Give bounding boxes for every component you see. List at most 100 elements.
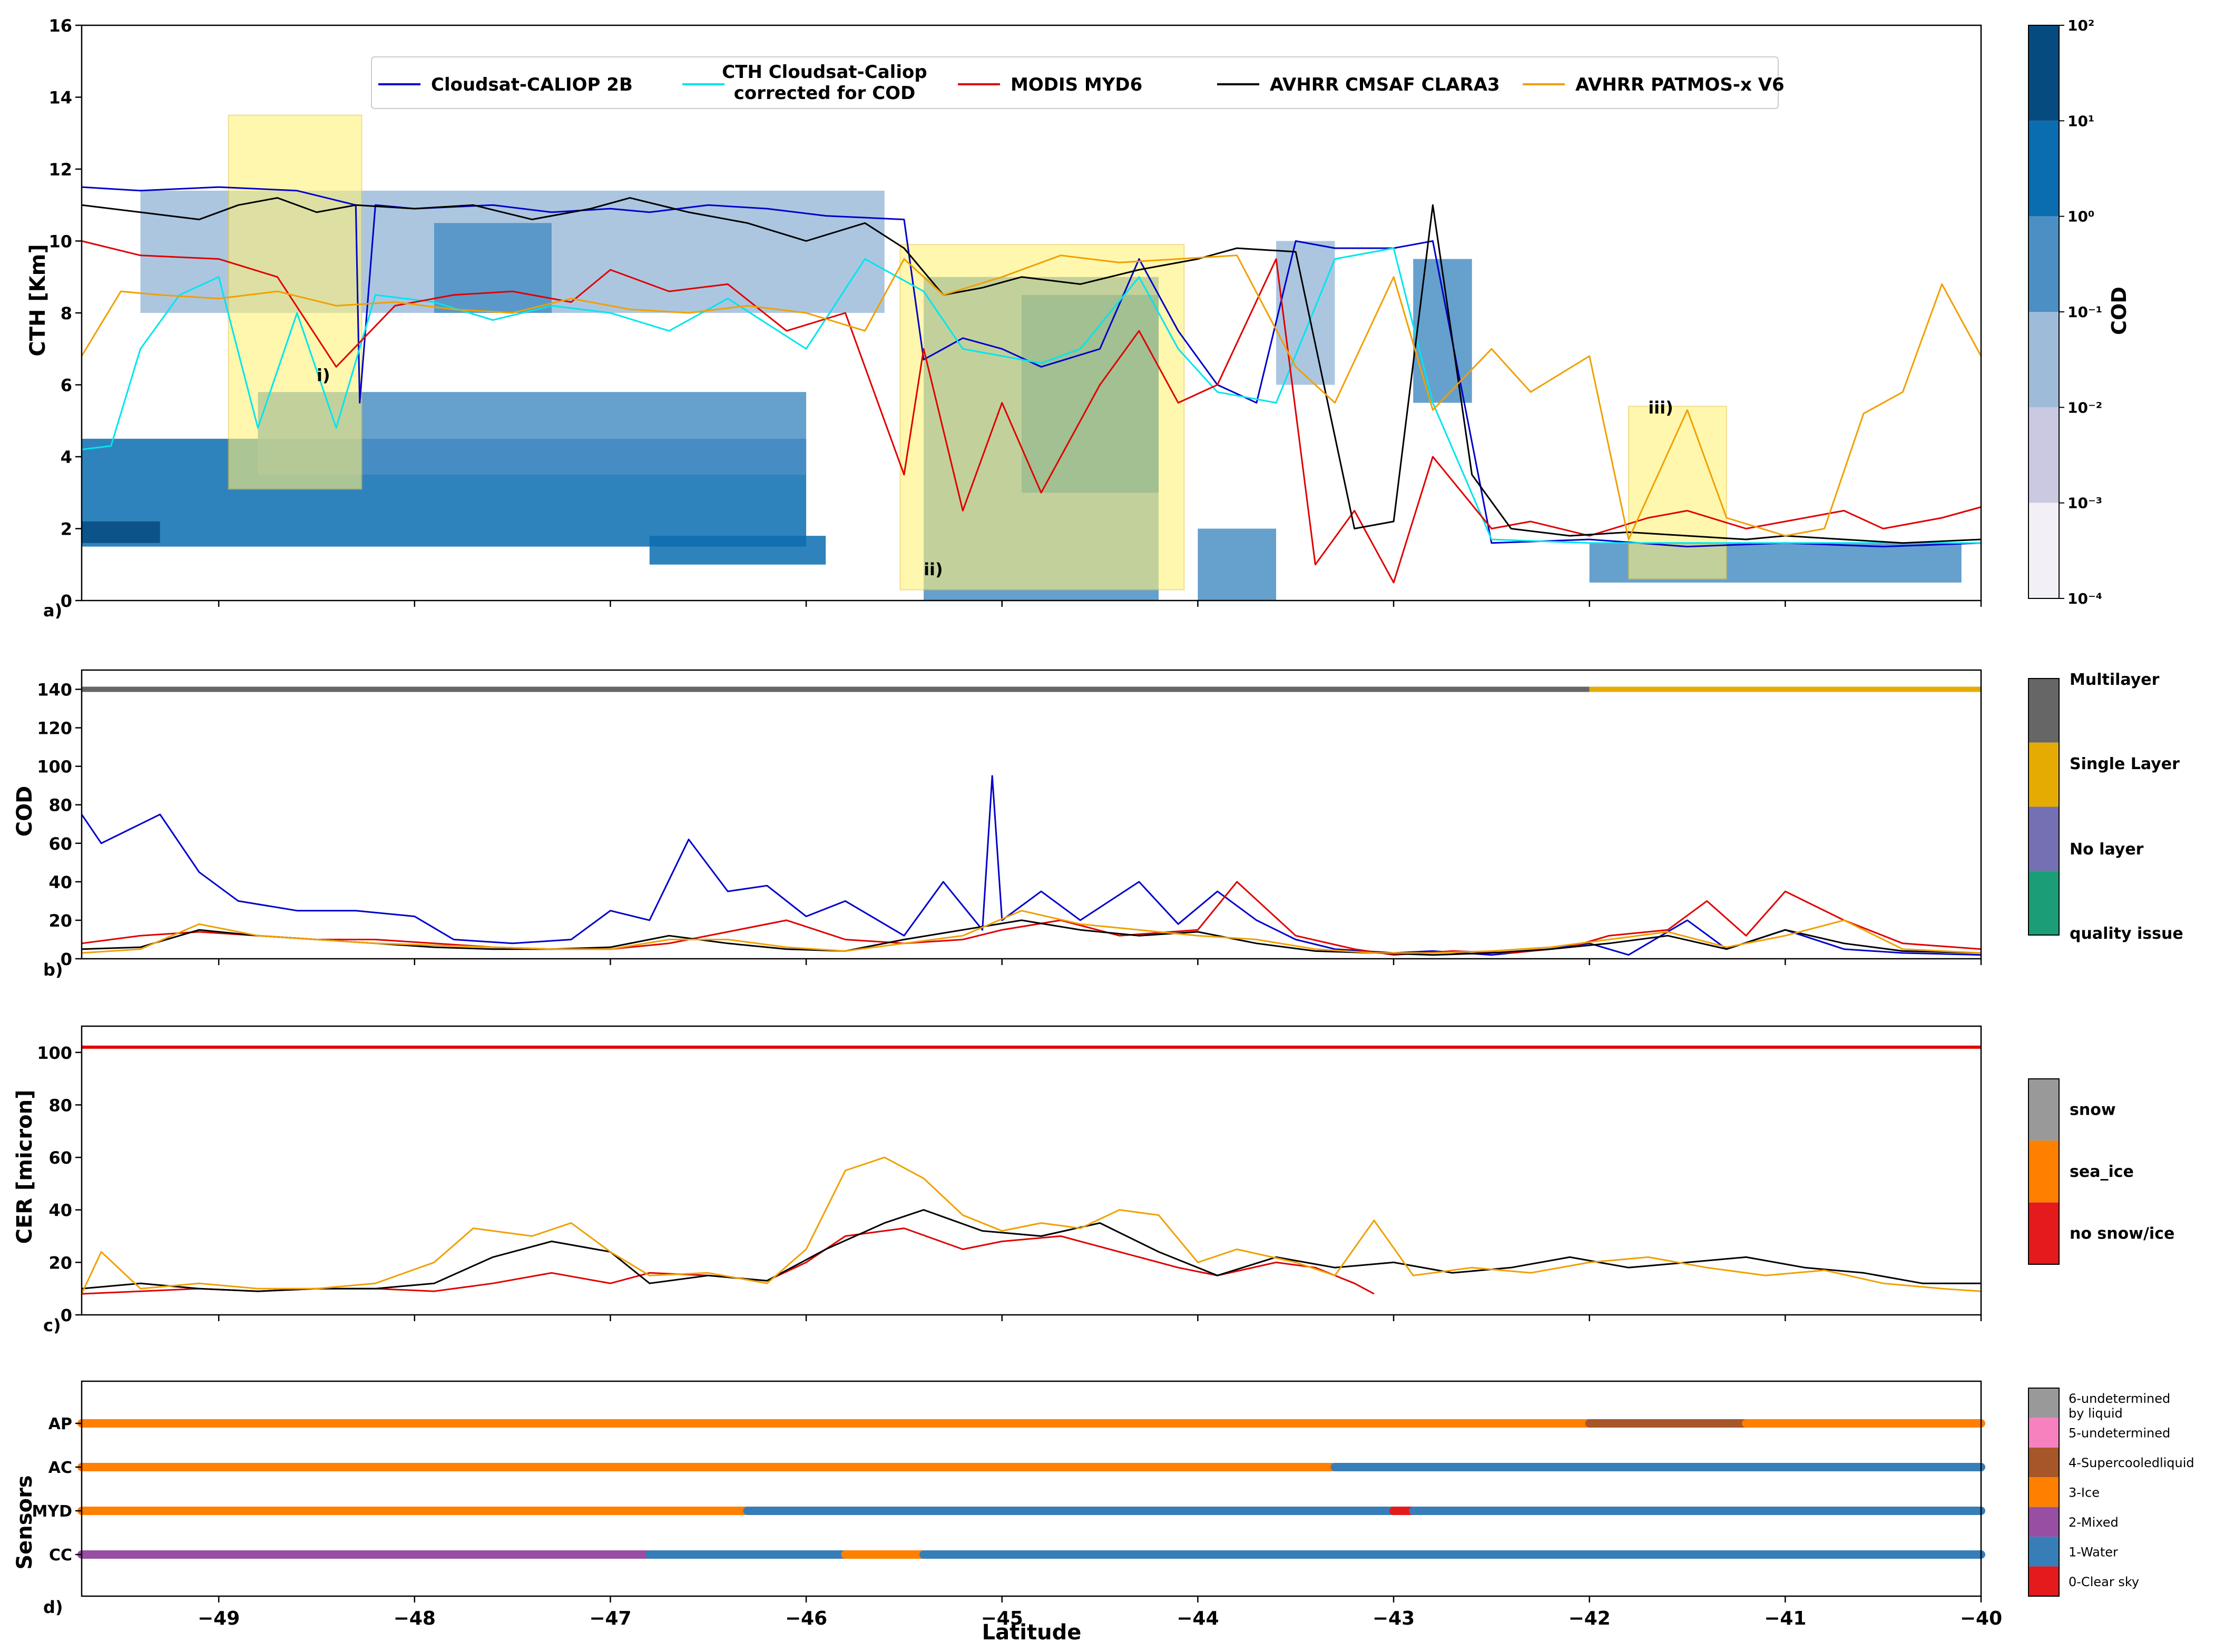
y-tick-label: 16 [48, 16, 72, 36]
cod-colorbar-tick-label: 10⁻³ [2067, 495, 2102, 512]
x-tick-label: −46 [785, 1608, 827, 1629]
y-tick-label: 10 [48, 232, 72, 252]
y-tick-label: 80 [48, 1095, 72, 1115]
panel-d-tag: d) [43, 1597, 63, 1617]
surface-colorbar-label: sea_ice [2070, 1163, 2134, 1181]
y-tick-label: 0 [61, 591, 72, 611]
cod-colorbar-segment [2028, 407, 2059, 503]
panel-c-tag: c) [43, 1315, 61, 1335]
y-tick-label: 80 [48, 795, 72, 815]
x-tick-label: −45 [981, 1608, 1023, 1629]
panel-b-ylabel: COD [13, 786, 37, 837]
x-tick-label: −48 [394, 1608, 436, 1629]
phase-colorbar-segment [2028, 1447, 2059, 1478]
phase-colorbar-label: 6-undetermined [2069, 1391, 2170, 1406]
legend-label: AVHRR CMSAF CLARA3 [1270, 74, 1500, 95]
cod-colorbar-tick-label: 10⁻⁴ [2067, 590, 2102, 607]
annotation-label: ii) [924, 559, 943, 579]
panel-d-sensors: AP AC MYD CC −49 −48 −47 −46 −45 −44 −43 −42 −41 −40 [32, 1380, 2002, 1629]
layer-colorbar-label: No layer [2070, 840, 2144, 859]
highlight-box [1628, 406, 1727, 580]
phase-colorbar-segment [2028, 1418, 2059, 1448]
legend-label: corrected for COD [734, 83, 916, 104]
panel-b-frame [81, 669, 1982, 960]
panel-d-frame [81, 1380, 1982, 1597]
cod-colorbar-tick-label: 10⁻² [2067, 399, 2102, 416]
panel-b-cod: 0 20 40 60 80 100 120 140 [37, 669, 1982, 969]
x-tick-label: −40 [1960, 1608, 2002, 1629]
phase-colorbar-label: 3-Ice [2069, 1486, 2100, 1500]
panel-c-cer: 0 20 40 60 80 100 [37, 1025, 1982, 1325]
series-line-modis-myd6 [81, 240, 1982, 584]
y-tick-label: 60 [48, 1148, 72, 1168]
legend-label: MODIS MYD6 [1011, 74, 1142, 95]
highlight-box [899, 244, 1185, 591]
phase-colorbar-label: 5-undetermined [2069, 1426, 2170, 1441]
phase-colorbar-segment [2028, 1566, 2059, 1596]
x-tick-label: −41 [1764, 1608, 1806, 1629]
sensor-row-label: MYD [32, 1502, 72, 1521]
panel-c-frame [81, 1025, 1982, 1316]
series-line-cth-cloudsat-caliop-corrected-for-cod [81, 247, 1981, 544]
layer-strip-multilayer [82, 686, 1590, 692]
cod-shading [434, 223, 552, 313]
x-tick-label: −43 [1373, 1608, 1415, 1629]
y-tick-label: 0 [61, 1305, 72, 1325]
surface-colorbar-segment [2028, 1140, 2059, 1203]
phase-colorbar-segment [2028, 1388, 2059, 1418]
sensor-row-label: CC [49, 1546, 72, 1565]
x-tick-label: −44 [1177, 1608, 1219, 1629]
cod-colorbar-segment [2028, 216, 2059, 312]
y-tick-label: 14 [48, 88, 72, 108]
y-tick-label: 140 [37, 680, 72, 700]
y-tick-label: 12 [48, 160, 72, 180]
cod-shading [1276, 241, 1335, 385]
y-tick-label: 40 [48, 872, 72, 892]
annotation-label: iii) [1648, 398, 1673, 418]
sensor-row-label: AP [48, 1415, 72, 1433]
series-line-avhrr-cmsaf-clara3 [81, 197, 1982, 544]
legend-label: AVHRR PATMOS-x V6 [1575, 74, 1785, 95]
cod-colorbar-tick-label: 10² [2067, 17, 2094, 34]
cod-colorbar-label: COD [2108, 287, 2131, 335]
series-line-modis-myd6 [81, 881, 1982, 956]
y-tick-label: 20 [48, 911, 72, 931]
surface-colorbar-label: no snow/ice [2070, 1224, 2174, 1243]
x-tick-label: −49 [198, 1608, 240, 1629]
panel-c-ylabel: CER [micron] [13, 1090, 37, 1244]
series-line-avhrr-patmos-x-v6 [81, 910, 1982, 954]
y-tick-label: 2 [61, 519, 72, 539]
cod-colorbar-tick-label: 10¹ [2067, 112, 2094, 130]
surface-colorbar-label: snow [2070, 1101, 2116, 1119]
phase-colorbar-frame [2028, 1388, 2060, 1597]
layer-colorbar-label: Multilayer [2070, 671, 2160, 689]
cod-shading [1413, 259, 1472, 403]
layer-colorbar-segment [2028, 871, 2059, 935]
phase-colorbar-label: 4-Supercooledliquid [2069, 1456, 2194, 1470]
layer-colorbar-segment [2028, 678, 2059, 743]
phase-colorbar-segment [2028, 1507, 2059, 1537]
annotation-label: i) [317, 366, 330, 386]
surface-colorbar-segment [2028, 1202, 2059, 1264]
phase-colorbar-label: 2-Mixed [2069, 1515, 2119, 1530]
y-tick-label: 20 [48, 1253, 72, 1273]
cod-colorbar-segment [2028, 25, 2059, 121]
cod-colorbar-segment [2028, 503, 2059, 598]
phase-colorbar-label-extra: by liquid [2069, 1406, 2123, 1421]
x-tick-label: −42 [1569, 1608, 1611, 1629]
x-axis-label: Latitude [982, 1620, 1082, 1645]
phase-colorbar-segment [2028, 1477, 2059, 1507]
panel-a-tag: a) [43, 601, 62, 621]
series-line-avhrr-patmos-x-v6 [81, 254, 1982, 540]
panel-d-ylabel: Sensors [13, 1475, 37, 1569]
phase-colorbar-label: 0-Clear sky [2069, 1575, 2139, 1589]
legend-label: CTH Cloudsat-Caliop [722, 62, 927, 83]
cod-shading [649, 536, 826, 565]
cod-colorbar-segment [2028, 312, 2059, 408]
layer-colorbar-label: quality issue [2070, 925, 2183, 943]
y-tick-label: 120 [37, 719, 72, 739]
series-line-avhrr-patmos-x-v6 [81, 1156, 1982, 1294]
cod-shading [1198, 528, 1277, 601]
legend-box [371, 56, 1779, 109]
